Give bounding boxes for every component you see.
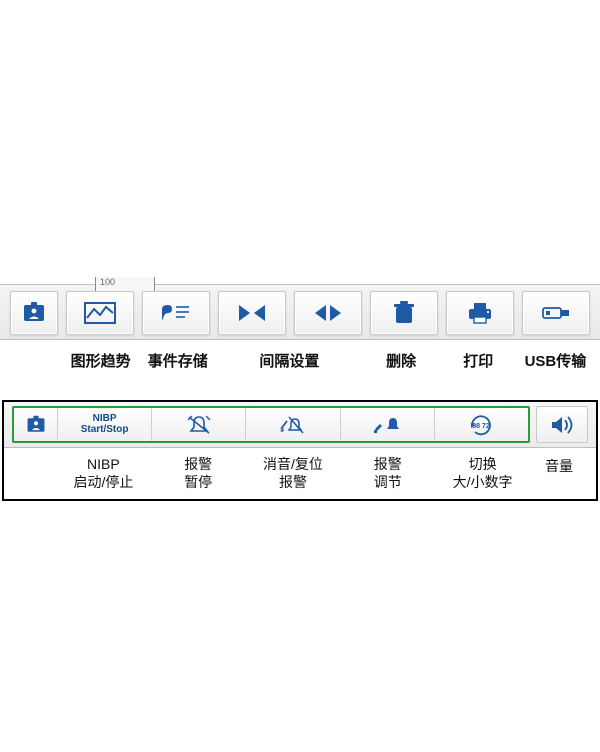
volume-icon [550, 415, 574, 435]
label-switch: 切换 大/小数字 [435, 456, 530, 491]
event-button[interactable] [142, 291, 210, 335]
alarm-reset-button[interactable] [246, 408, 340, 441]
volume-button[interactable] [536, 406, 588, 443]
label-alarm-reset: 消音/复位 报警 [246, 456, 341, 491]
label-nibp-l2: 启动/停止 [56, 474, 151, 492]
trend-icon [83, 301, 117, 325]
toolbar-2: NIBP Start/Stop [4, 402, 596, 448]
arrows-out-icon [313, 303, 343, 323]
switch-size-button[interactable]: 98 72 [435, 408, 528, 441]
label-volume: 音量 [530, 456, 588, 491]
alarm-adjust-button[interactable] [341, 408, 435, 441]
label-ap-l1: 报警 [151, 456, 246, 474]
alarm-adjust-icon [373, 415, 401, 435]
nibp-button[interactable]: NIBP Start/Stop [58, 408, 152, 441]
toolbar-2-green-group: NIBP Start/Stop [12, 406, 530, 443]
label-alarm-adjust: 报警 调节 [340, 456, 435, 491]
interval-in-button[interactable] [218, 291, 286, 335]
print-button[interactable] [446, 291, 514, 335]
toolbar-1: 100 [0, 284, 600, 340]
patient-icon [25, 414, 47, 436]
alarm-reset-icon [279, 415, 307, 435]
trend-button[interactable] [66, 291, 134, 335]
label-ap-l2: 暂停 [151, 474, 246, 492]
alarm-pause-icon [186, 414, 212, 436]
patient-button[interactable] [10, 291, 58, 335]
toolbar-1-buttons [0, 285, 600, 341]
delete-button[interactable] [370, 291, 438, 335]
toolbar-row-2-section: NIBP Start/Stop [0, 400, 600, 501]
toolbar-row-1-section: 100 [0, 284, 600, 371]
label-spacer [10, 350, 58, 371]
event-icon [159, 301, 193, 325]
label-usb: USB传输 [521, 350, 590, 371]
label-sw-l2: 大/小数字 [435, 474, 530, 492]
toolbar-2-labels: NIBP 启动/停止 报警 暂停 消音/复位 报警 报警 调节 切换 大/小数字… [4, 448, 596, 491]
label-print: 打印 [444, 350, 513, 371]
usb-icon [541, 304, 571, 322]
label-delete: 删除 [367, 350, 436, 371]
label-interval: 间隔设置 [220, 350, 358, 371]
label-nibp: NIBP 启动/停止 [56, 456, 151, 491]
label-aa-l1: 报警 [340, 456, 435, 474]
label-ar-l1: 消音/复位 [246, 456, 341, 474]
label-alarm-pause: 报警 暂停 [151, 456, 246, 491]
toolbar-1-labels: 图形趋势 事件存储 间隔设置 删除 打印 USB传输 [0, 340, 600, 371]
interval-out-button[interactable] [294, 291, 362, 335]
label-aa-l2: 调节 [340, 474, 435, 492]
alarm-pause-button[interactable] [152, 408, 246, 441]
label-ar-l2: 报警 [246, 474, 341, 492]
label-sw-l1: 切换 [435, 456, 530, 474]
svg-text:98 72: 98 72 [473, 423, 491, 430]
printer-icon [467, 301, 493, 325]
label-trend: 图形趋势 [66, 350, 135, 371]
trash-icon [393, 301, 415, 325]
patient-icon [21, 300, 47, 326]
toolbar-2-frame: NIBP Start/Stop [2, 400, 598, 501]
scale-stub: 100 [95, 277, 155, 291]
usb-button[interactable] [522, 291, 590, 335]
switch-size-icon: 98 72 [468, 414, 494, 436]
label-event: 事件存储 [143, 350, 212, 371]
patient-button-2[interactable] [14, 408, 58, 441]
label-spacer-2 [12, 456, 56, 491]
label-nibp-l1: NIBP [56, 456, 151, 474]
arrows-in-icon [237, 303, 267, 323]
